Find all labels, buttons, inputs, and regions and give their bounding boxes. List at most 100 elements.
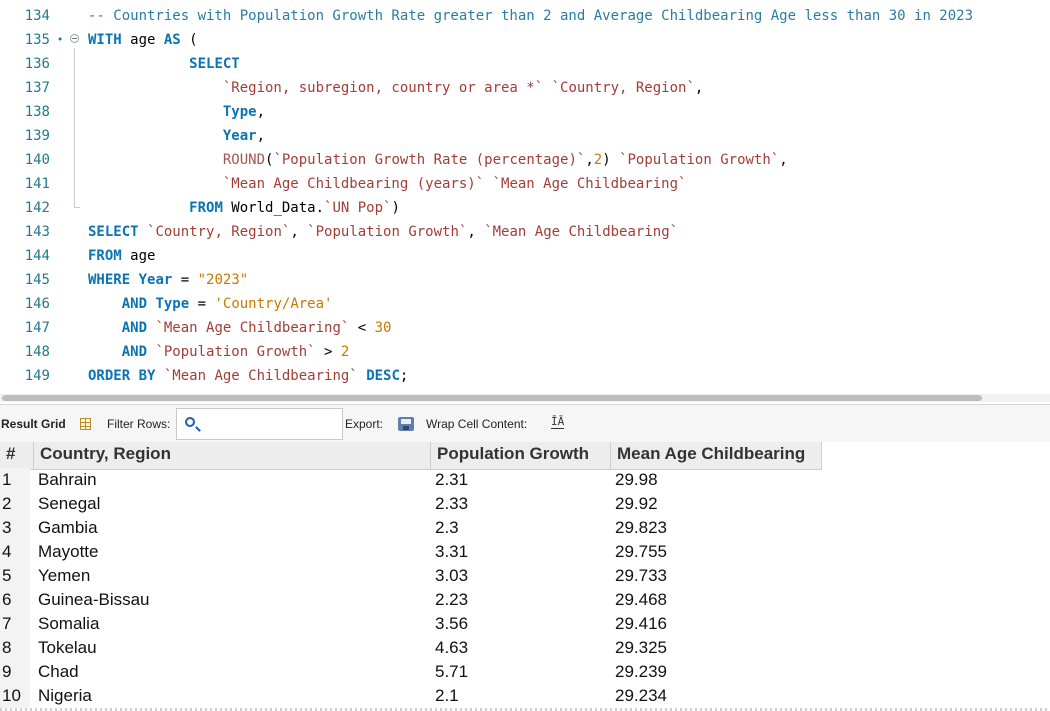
cell-country-region[interactable]: Nigeria xyxy=(38,686,92,705)
code-token: age xyxy=(121,32,164,48)
code-token: AND xyxy=(121,320,148,336)
cell-rownum[interactable]: 4 xyxy=(0,540,30,564)
cell-country-region[interactable]: Yemen xyxy=(38,566,91,585)
code-token: FROM xyxy=(189,200,223,216)
cell-rownum[interactable]: 3 xyxy=(0,516,30,540)
code-line[interactable]: 141 `Mean Age Childbearing (years)` `Mea… xyxy=(0,172,1050,196)
result-grid[interactable]: # Country, Region Population Growth Mean… xyxy=(0,442,1050,711)
cell-mean-age-childbearing[interactable]: 29.234 xyxy=(615,686,667,705)
code-line[interactable]: 138 Type, xyxy=(0,100,1050,124)
code-token: `Population Growth` xyxy=(307,224,468,240)
table-row[interactable]: 8 Tokelau 4.63 29.325 xyxy=(0,636,1050,660)
cell-rownum[interactable]: 10 xyxy=(0,684,30,708)
table-row[interactable]: 5 Yemen 3.03 29.733 xyxy=(0,564,1050,588)
cell-country-region[interactable]: Tokelau xyxy=(38,638,97,657)
code-text: -- Countries with Population Growth Rate… xyxy=(88,4,973,28)
code-line[interactable]: 142 FROM World_Data.`UN Pop`) xyxy=(0,196,1050,220)
code-line[interactable]: 146 AND Type = 'Country/Area' xyxy=(0,292,1050,316)
code-text: AND `Population Growth` > 2 xyxy=(88,340,350,364)
column-header-mean-age-childbearing[interactable]: Mean Age Childbearing xyxy=(611,442,822,469)
table-row[interactable]: 7 Somalia 3.56 29.416 xyxy=(0,612,1050,636)
code-line[interactable]: 134 -- Countries with Population Growth R… xyxy=(0,4,1050,28)
cell-mean-age-childbearing[interactable]: 29.755 xyxy=(615,542,667,561)
cell-rownum[interactable]: 8 xyxy=(0,636,30,660)
code-token: `Mean Age Childbearing` xyxy=(484,224,679,240)
code-line[interactable]: 143 SELECT `Country, Region`, `Population… xyxy=(0,220,1050,244)
code-line[interactable]: 148 AND `Population Growth` > 2 xyxy=(0,340,1050,364)
line-number: 143 xyxy=(24,224,50,240)
table-row[interactable]: 10 Nigeria 2.1 29.234 xyxy=(0,684,1050,708)
cell-population-growth[interactable]: 2.3 xyxy=(435,518,459,537)
cell-rownum[interactable]: 1 xyxy=(0,468,30,492)
column-header-rownum[interactable]: # xyxy=(0,442,34,469)
line-number: 146 xyxy=(24,296,50,312)
cell-population-growth[interactable]: 3.03 xyxy=(435,566,469,585)
cell-rownum[interactable]: 5 xyxy=(0,564,30,588)
result-grid-tab[interactable]: Result Grid xyxy=(1,417,66,431)
code-line[interactable]: 144 FROM age xyxy=(0,244,1050,268)
cell-country-region[interactable]: Chad xyxy=(38,662,79,681)
code-token: ( xyxy=(265,152,274,168)
cell-mean-age-childbearing[interactable]: 29.733 xyxy=(615,566,667,585)
code-token: 2 xyxy=(593,152,603,168)
code-line[interactable]: 145 WHERE Year = "2023" xyxy=(0,268,1050,292)
table-row[interactable]: 4 Mayotte 3.31 29.755 xyxy=(0,540,1050,564)
code-token: WITH xyxy=(88,32,122,48)
cell-rownum[interactable]: 6 xyxy=(0,588,30,612)
cell-country-region[interactable]: Mayotte xyxy=(38,542,99,561)
cell-population-growth[interactable]: 3.56 xyxy=(435,614,469,633)
fold-toggle-icon[interactable] xyxy=(70,34,79,43)
table-row[interactable]: 6 Guinea-Bissau 2.23 29.468 xyxy=(0,588,1050,612)
cell-rownum[interactable]: 2 xyxy=(0,492,30,516)
cell-population-growth[interactable]: 2.33 xyxy=(435,494,469,513)
cell-mean-age-childbearing[interactable]: 29.98 xyxy=(615,470,658,489)
scrollbar-thumb[interactable] xyxy=(2,395,982,401)
code-token: AND xyxy=(121,296,148,312)
cell-population-growth[interactable]: 4.63 xyxy=(435,638,469,657)
code-token: `Population Growth Rate (percentage)` xyxy=(273,152,586,168)
code-token: = xyxy=(189,296,215,312)
code-token: `Mean Age Childbearing (years)` xyxy=(222,176,485,192)
export-icon[interactable] xyxy=(398,417,414,431)
table-row[interactable]: 2 Senegal 2.33 29.92 xyxy=(0,492,1050,516)
cell-population-growth[interactable]: 5.71 xyxy=(435,662,469,681)
code-token xyxy=(543,80,551,96)
table-row[interactable]: 3 Gambia 2.3 29.823 xyxy=(0,516,1050,540)
wrap-cell-content-icon[interactable]: ĪĀ xyxy=(551,415,565,429)
column-header-country-region[interactable]: Country, Region xyxy=(34,442,431,469)
column-header-population-growth[interactable]: Population Growth xyxy=(431,442,611,469)
code-line[interactable]: 137 `Region, subregion, country or area … xyxy=(0,76,1050,100)
cell-mean-age-childbearing[interactable]: 29.823 xyxy=(615,518,667,537)
cell-population-growth[interactable]: 3.31 xyxy=(435,542,469,561)
code-token: FROM xyxy=(88,248,122,264)
cell-country-region[interactable]: Gambia xyxy=(38,518,98,537)
cell-population-growth[interactable]: 2.1 xyxy=(435,686,459,705)
table-row[interactable]: 1 Bahrain 2.31 29.98 xyxy=(0,468,1050,492)
cell-mean-age-childbearing[interactable]: 29.325 xyxy=(615,638,667,657)
code-line[interactable]: 136 SELECT xyxy=(0,52,1050,76)
cell-mean-age-childbearing[interactable]: 29.92 xyxy=(615,494,658,513)
cell-rownum[interactable]: 7 xyxy=(0,612,30,636)
code-line[interactable]: 139 Year, xyxy=(0,124,1050,148)
code-line[interactable]: 135 • WITH age AS ( xyxy=(0,28,1050,52)
sql-editor[interactable]: 134 -- Countries with Population Growth R… xyxy=(0,0,1050,392)
code-line[interactable]: 147 AND `Mean Age Childbearing` < 30 xyxy=(0,316,1050,340)
cell-country-region[interactable]: Somalia xyxy=(38,614,100,633)
cell-country-region[interactable]: Bahrain xyxy=(38,470,97,489)
cell-rownum[interactable]: 9 xyxy=(0,660,30,684)
cell-mean-age-childbearing[interactable]: 29.416 xyxy=(615,614,667,633)
cell-population-growth[interactable]: 2.23 xyxy=(435,590,469,609)
code-token: AND xyxy=(121,344,148,360)
code-line[interactable]: 149 ORDER BY `Mean Age Childbearing` DESC… xyxy=(0,364,1050,388)
cell-mean-age-childbearing[interactable]: 29.468 xyxy=(615,590,667,609)
cell-population-growth[interactable]: 2.31 xyxy=(435,470,469,489)
editor-horizontal-scrollbar[interactable] xyxy=(0,394,1050,402)
cell-mean-age-childbearing[interactable]: 29.239 xyxy=(615,662,667,681)
filter-rows-input[interactable] xyxy=(176,408,343,440)
grid-view-icon[interactable] xyxy=(80,418,91,430)
cell-country-region[interactable]: Senegal xyxy=(38,494,101,513)
table-row[interactable]: 9 Chad 5.71 29.239 xyxy=(0,660,1050,684)
code-line[interactable]: 140 ROUND(`Population Growth Rate (perce… xyxy=(0,148,1050,172)
code-token: ROUND xyxy=(222,152,266,168)
cell-country-region[interactable]: Guinea-Bissau xyxy=(38,590,150,609)
